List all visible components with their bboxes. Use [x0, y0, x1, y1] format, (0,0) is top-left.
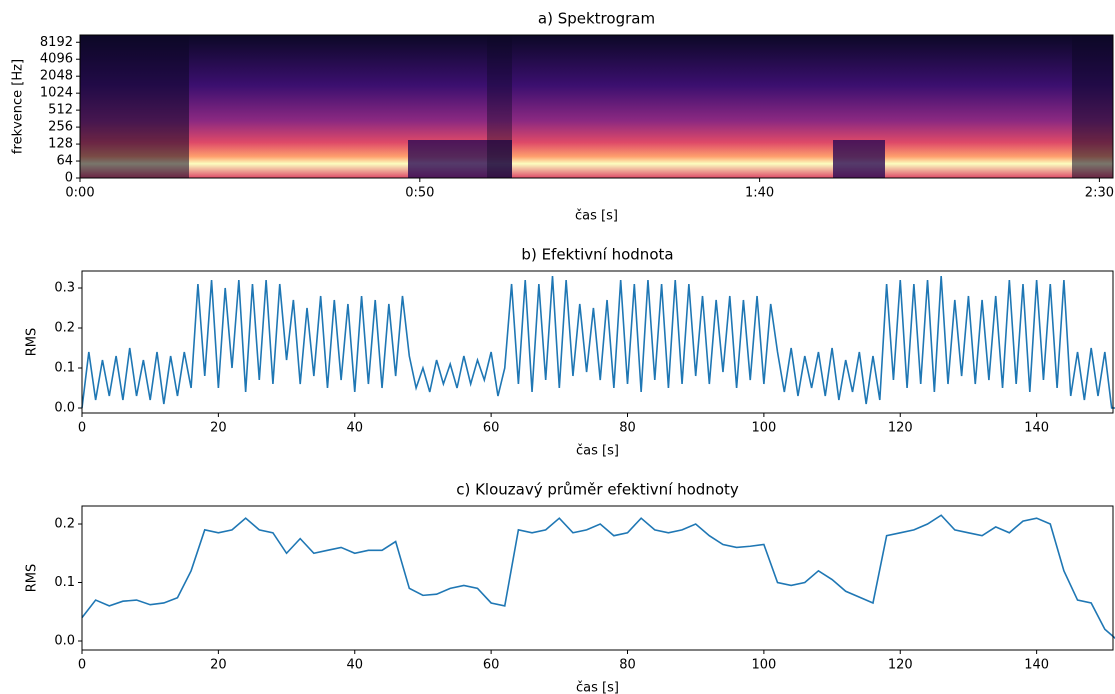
- chart-title: a) Spektrogram: [538, 10, 655, 28]
- x-tick-label: 100: [751, 658, 776, 673]
- rms-line: [81, 275, 1115, 409]
- x-tick-label: 60: [483, 658, 500, 673]
- y-tick-label: 64: [56, 154, 73, 169]
- y-tick-label: 256: [48, 120, 73, 135]
- x-tick-label: 80: [619, 421, 636, 436]
- chart-title: b) Efektivní hodnota: [521, 246, 673, 264]
- spectrogram-image: [80, 35, 1113, 178]
- spectrogram-shade: [80, 35, 189, 178]
- y-axis-label: RMS: [25, 564, 40, 593]
- x-tick-label: 120: [888, 421, 913, 436]
- y-tick-label: 2048: [40, 69, 73, 84]
- y-axis-label: frekvence [Hz]: [11, 59, 26, 154]
- rms-line: [81, 514, 1115, 640]
- x-tick-label: 60: [483, 421, 500, 436]
- x-tick-label: 2:30: [1085, 186, 1114, 201]
- x-axis-label: čas [s]: [575, 209, 618, 224]
- x-tick-label: 140: [1024, 658, 1049, 673]
- y-tick-label: 0.1: [54, 575, 75, 590]
- y-axis-label: RMS: [25, 328, 40, 357]
- y-tick-label: 0.3: [54, 281, 75, 296]
- spectrogram-fill: [80, 35, 1113, 178]
- y-tick-label: 0.2: [54, 321, 75, 336]
- y-tick-label: 1024: [40, 86, 73, 101]
- x-tick-label: 40: [346, 658, 363, 673]
- y-tick-label: 512: [48, 103, 73, 118]
- spectrogram-shade: [487, 35, 512, 178]
- y-tick-label: 8192: [40, 35, 73, 50]
- x-axis-label: čas [s]: [576, 681, 619, 694]
- x-tick-label: 0: [78, 658, 86, 673]
- plot-frame: [79, 34, 1114, 179]
- x-tick-label: 40: [346, 421, 363, 436]
- x-tick-label: 120: [888, 658, 913, 673]
- spectrogram-shade: [408, 140, 512, 178]
- x-tick-label: 1:40: [745, 186, 774, 201]
- spectrogram-shade: [833, 140, 885, 178]
- y-tick-label: 0.0: [54, 633, 75, 648]
- x-tick-label: 20: [210, 658, 227, 673]
- spectrogram-shade: [1072, 35, 1113, 178]
- x-tick-label: 0:50: [405, 186, 434, 201]
- x-tick-label: 80: [619, 658, 636, 673]
- plot-frame: [81, 505, 1114, 651]
- x-axis-label: čas [s]: [576, 444, 619, 459]
- y-tick-label: 0: [65, 171, 73, 186]
- y-tick-label: 0.0: [54, 401, 75, 416]
- y-tick-label: 0.1: [54, 361, 75, 376]
- x-tick-label: 0: [78, 421, 86, 436]
- chart-title: c) Klouzavý průměr efektivní hodnoty: [456, 481, 739, 499]
- x-tick-label: 0:00: [65, 186, 94, 201]
- x-tick-label: 140: [1024, 421, 1049, 436]
- y-tick-label: 128: [48, 137, 73, 152]
- x-tick-label: 20: [210, 421, 227, 436]
- y-tick-label: 4096: [40, 52, 73, 67]
- x-tick-label: 100: [751, 421, 776, 436]
- y-tick-label: 0.2: [54, 517, 75, 532]
- plot-frame: [81, 270, 1114, 414]
